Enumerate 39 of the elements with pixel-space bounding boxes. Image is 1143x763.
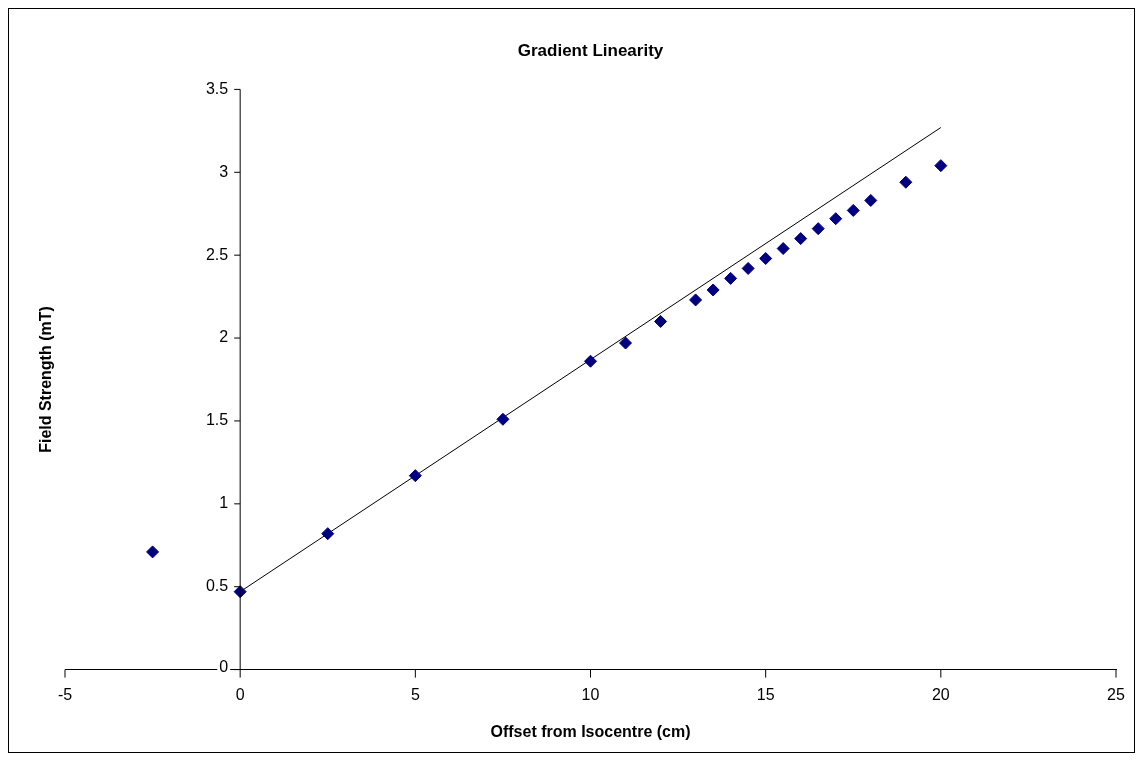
point — [864, 193, 878, 207]
point — [321, 527, 335, 541]
y-tick-label: 2 — [219, 328, 229, 346]
x-tick-label: -5 — [57, 685, 73, 703]
point — [654, 314, 668, 328]
point — [619, 336, 633, 350]
x-tick-label: 25 — [1107, 685, 1125, 703]
point — [811, 222, 825, 236]
y-tick-label: 0.5 — [205, 577, 229, 595]
point — [584, 354, 597, 368]
chart-title: Gradient Linearity — [517, 40, 664, 60]
point — [899, 175, 913, 189]
point — [689, 293, 703, 307]
point — [934, 159, 948, 173]
point — [759, 251, 773, 265]
y-tick-label: 2.5 — [205, 245, 229, 263]
y-tick-label: 1.5 — [205, 411, 229, 429]
y-tick-label: 3.5 — [205, 79, 229, 97]
y-tick-label: 3 — [219, 162, 229, 180]
x-tick-label: 0 — [235, 685, 245, 703]
point — [794, 232, 808, 246]
y-axis-title: Field Strength (mT) — [37, 306, 55, 453]
point — [846, 203, 860, 217]
point — [741, 261, 755, 275]
point — [776, 242, 790, 256]
x-tick-label: 15 — [756, 685, 775, 703]
y-tick-label: 1 — [219, 494, 229, 512]
x-axis-title: Offset from Isocentre (cm) — [490, 722, 691, 740]
y-tick-label: 0 — [219, 658, 229, 676]
point — [233, 585, 247, 599]
point — [408, 469, 422, 483]
point — [829, 212, 843, 226]
point — [706, 283, 720, 297]
point — [146, 545, 160, 559]
point — [724, 271, 738, 285]
point — [496, 412, 510, 426]
x-tick-label: 5 — [410, 685, 420, 703]
x-tick-label: 10 — [581, 685, 600, 703]
x-tick-label: 20 — [931, 685, 950, 703]
